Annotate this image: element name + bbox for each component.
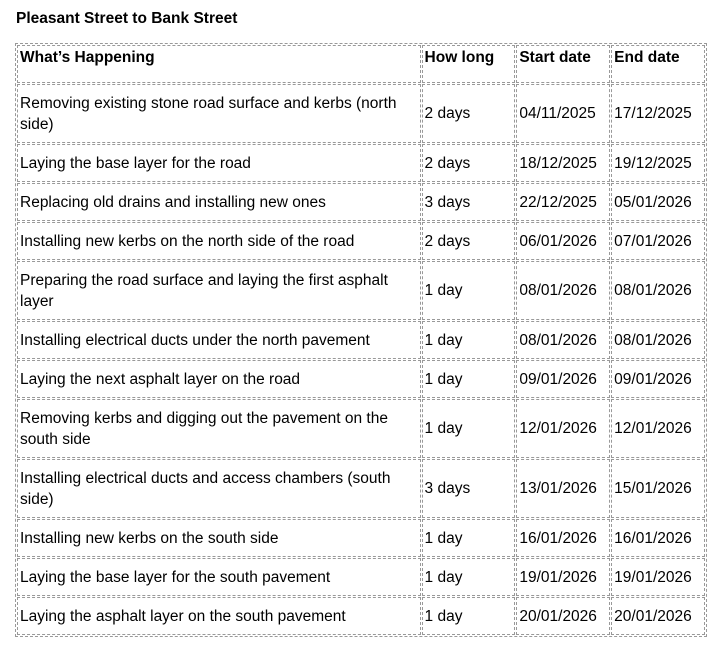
end-date-cell: 08/01/2026	[611, 321, 705, 359]
activity-cell: Preparing the road surface and laying th…	[17, 261, 421, 320]
duration-cell: 1 day	[421, 558, 516, 596]
table-row: Installing new kerbs on the south side 1 …	[17, 519, 705, 557]
end-date-cell: 07/01/2026	[611, 222, 705, 260]
start-date-cell: 09/01/2026	[516, 360, 611, 398]
activity-cell: Laying the base layer for the road	[17, 144, 421, 182]
activity-cell: Installing new kerbs on the north side o…	[17, 222, 421, 260]
table-row: Installing new kerbs on the north side o…	[17, 222, 705, 260]
duration-cell: 1 day	[421, 399, 516, 458]
duration-cell: 1 day	[421, 321, 516, 359]
duration-cell: 2 days	[421, 144, 516, 182]
duration-cell: 1 day	[421, 261, 516, 320]
table-row: Laying the asphalt layer on the south pa…	[17, 597, 705, 635]
activity-cell: Laying the asphalt layer on the south pa…	[17, 597, 421, 635]
end-date-cell: 17/12/2025	[611, 84, 705, 143]
schedule-table: What’s Happening How long Start date End…	[15, 43, 707, 637]
end-date-cell: 15/01/2026	[611, 459, 705, 518]
start-date-cell: 13/01/2026	[516, 459, 611, 518]
end-date-cell: 16/01/2026	[611, 519, 705, 557]
table-row: Installing electrical ducts and access c…	[17, 459, 705, 518]
table-row: Laying the next asphalt layer on the roa…	[17, 360, 705, 398]
activity-cell: Installing electrical ducts under the no…	[17, 321, 421, 359]
duration-cell: 3 days	[421, 183, 516, 221]
end-date-cell: 09/01/2026	[611, 360, 705, 398]
table-row: Replacing old drains and installing new …	[17, 183, 705, 221]
table-row: Laying the base layer for the south pave…	[17, 558, 705, 596]
activity-cell: Installing new kerbs on the south side	[17, 519, 421, 557]
duration-cell: 2 days	[421, 84, 516, 143]
header-cell: How long	[421, 45, 516, 83]
duration-cell: 2 days	[421, 222, 516, 260]
start-date-cell: 20/01/2026	[516, 597, 611, 635]
duration-cell: 1 day	[421, 519, 516, 557]
table-row: Laying the base layer for the road 2 days…	[17, 144, 705, 182]
duration-cell: 1 day	[421, 360, 516, 398]
start-date-cell: 19/01/2026	[516, 558, 611, 596]
end-date-cell: 08/01/2026	[611, 261, 705, 320]
table-row: Removing existing stone road surface and…	[17, 84, 705, 143]
page-title: Pleasant Street to Bank Street	[16, 10, 238, 27]
end-date-cell: 05/01/2026	[611, 183, 705, 221]
end-date-cell: 20/01/2026	[611, 597, 705, 635]
duration-cell: 3 days	[421, 459, 516, 518]
end-date-cell: 19/01/2026	[611, 558, 705, 596]
duration-cell: 1 day	[421, 597, 516, 635]
start-date-cell: 04/11/2025	[516, 84, 611, 143]
activity-cell: Installing electrical ducts and access c…	[17, 459, 421, 518]
table-row: Installing electrical ducts under the no…	[17, 321, 705, 359]
end-date-cell: 19/12/2025	[611, 144, 705, 182]
end-date-cell: 12/01/2026	[611, 399, 705, 458]
header-cell: What’s Happening	[17, 45, 421, 83]
start-date-cell: 22/12/2025	[516, 183, 611, 221]
header-row: What’s Happening How long Start date End…	[17, 45, 705, 83]
activity-cell: Removing kerbs and digging out the pavem…	[17, 399, 421, 458]
activity-cell: Laying the base layer for the south pave…	[17, 558, 421, 596]
start-date-cell: 08/01/2026	[516, 261, 611, 320]
start-date-cell: 16/01/2026	[516, 519, 611, 557]
start-date-cell: 12/01/2026	[516, 399, 611, 458]
start-date-cell: 06/01/2026	[516, 222, 611, 260]
table-row: Preparing the road surface and laying th…	[17, 261, 705, 320]
activity-cell: Laying the next asphalt layer on the roa…	[17, 360, 421, 398]
header-cell: Start date	[516, 45, 611, 83]
activity-cell: Replacing old drains and installing new …	[17, 183, 421, 221]
header-cell: End date	[611, 45, 705, 83]
start-date-cell: 18/12/2025	[516, 144, 611, 182]
start-date-cell: 08/01/2026	[516, 321, 611, 359]
table-row: Removing kerbs and digging out the pavem…	[17, 399, 705, 458]
activity-cell: Removing existing stone road surface and…	[17, 84, 421, 143]
